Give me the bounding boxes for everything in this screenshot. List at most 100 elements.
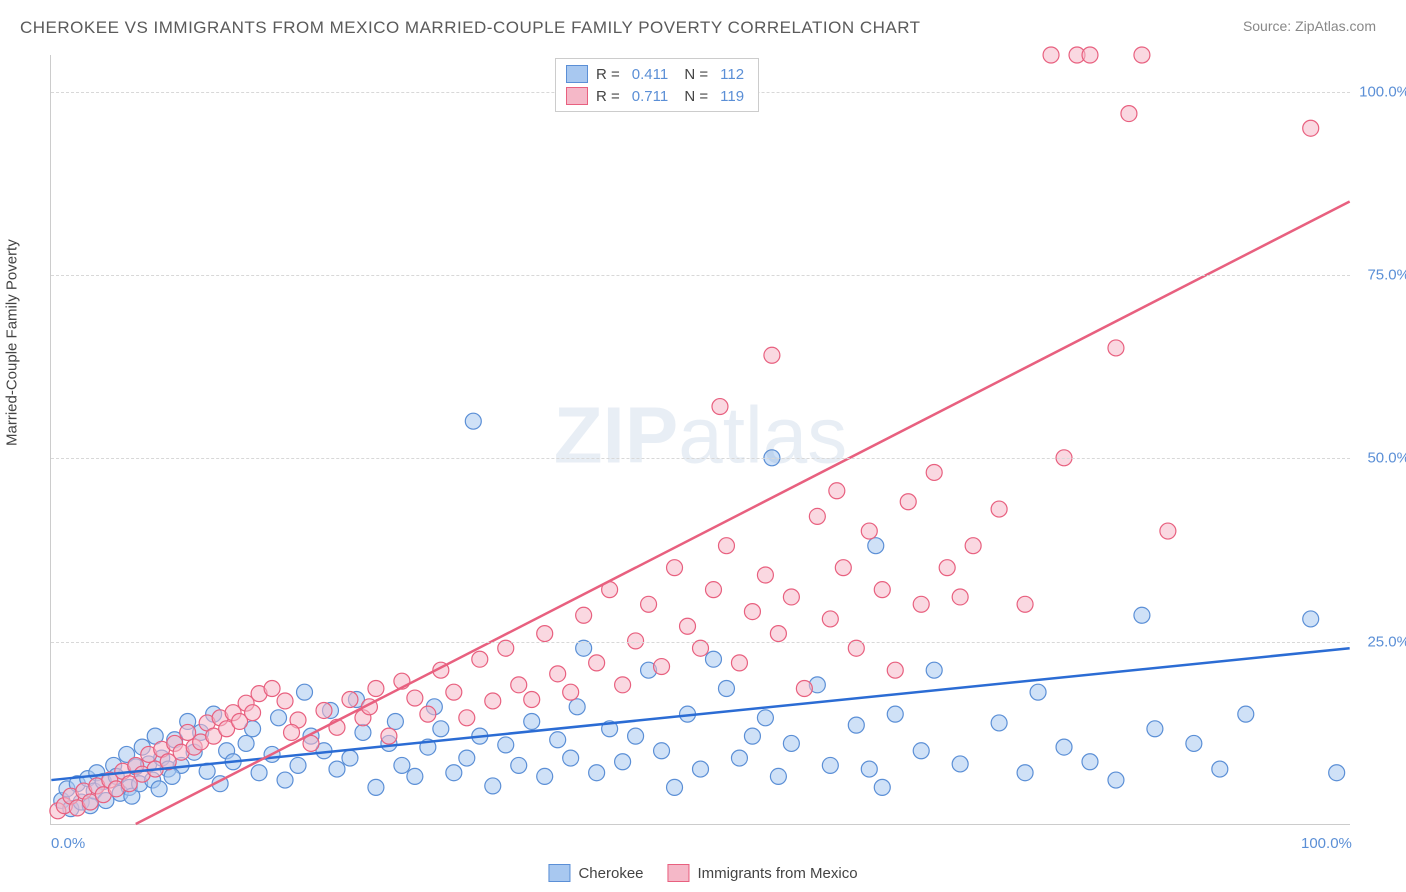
scatter-point <box>277 772 293 788</box>
scatter-point <box>1043 47 1059 63</box>
scatter-point <box>783 589 799 605</box>
chart-plot-area: ZIPatlas 25.0%50.0%75.0%100.0%0.0%100.0% <box>50 55 1350 825</box>
scatter-point <box>290 757 306 773</box>
scatter-point <box>550 666 566 682</box>
series-legend: Cherokee Immigrants from Mexico <box>548 864 857 882</box>
legend-row: R = 0.411 N = 112 <box>566 63 748 85</box>
scatter-point <box>433 721 449 737</box>
legend-item: Cherokee <box>548 864 643 882</box>
scatter-point <box>705 651 721 667</box>
scatter-point <box>641 596 657 612</box>
scatter-point <box>576 607 592 623</box>
y-tick-label: 50.0% <box>1367 450 1406 467</box>
scatter-point <box>524 692 540 708</box>
scatter-point <box>667 560 683 576</box>
scatter-point <box>1121 106 1137 122</box>
scatter-point <box>939 560 955 576</box>
scatter-point <box>868 538 884 554</box>
x-tick-label: 0.0% <box>51 835 85 852</box>
legend-r-label: R = <box>596 88 620 105</box>
scatter-point <box>744 604 760 620</box>
scatter-point <box>874 582 890 598</box>
scatter-point <box>926 662 942 678</box>
gridline <box>51 458 1350 459</box>
scatter-point <box>991 501 1007 517</box>
scatter-point <box>446 684 462 700</box>
scatter-point <box>991 715 1007 731</box>
scatter-point <box>1017 765 1033 781</box>
scatter-point <box>848 717 864 733</box>
scatter-point <box>485 693 501 709</box>
scatter-point <box>238 735 254 751</box>
y-tick-label: 25.0% <box>1367 633 1406 650</box>
scatter-point <box>952 589 968 605</box>
legend-swatch <box>566 87 588 105</box>
y-tick-label: 100.0% <box>1359 83 1406 100</box>
scatter-point <box>394 757 410 773</box>
scatter-point <box>264 681 280 697</box>
scatter-point <box>563 684 579 700</box>
scatter-point <box>1238 706 1254 722</box>
scatter-point <box>368 681 384 697</box>
scatter-point <box>874 779 890 795</box>
scatter-point <box>465 413 481 429</box>
scatter-point <box>913 743 929 759</box>
scatter-point <box>1212 761 1228 777</box>
scatter-point <box>1134 607 1150 623</box>
scatter-point <box>829 483 845 499</box>
scatter-point <box>913 596 929 612</box>
scatter-point <box>420 706 436 722</box>
scatter-point <box>744 728 760 744</box>
scatter-point <box>809 508 825 524</box>
scatter-point <box>589 765 605 781</box>
scatter-point <box>589 655 605 671</box>
scatter-point <box>569 699 585 715</box>
scatter-point <box>680 618 696 634</box>
scatter-point <box>1147 721 1163 737</box>
scatter-point <box>654 659 670 675</box>
scatter-point <box>1303 120 1319 136</box>
scatter-point <box>900 494 916 510</box>
scatter-point <box>1186 735 1202 751</box>
legend-row: R = 0.711 N = 119 <box>566 85 748 107</box>
scatter-point <box>342 692 358 708</box>
scatter-point <box>381 728 397 744</box>
scatter-point <box>446 765 462 781</box>
scatter-point <box>407 690 423 706</box>
scatter-point <box>537 768 553 784</box>
scatter-point <box>550 732 566 748</box>
trend-line <box>136 201 1350 824</box>
scatter-point <box>1030 684 1046 700</box>
scatter-point <box>926 464 942 480</box>
legend-swatch <box>566 65 588 83</box>
legend-swatch <box>548 864 570 882</box>
scatter-point <box>1082 47 1098 63</box>
scatter-point <box>251 765 267 781</box>
scatter-point <box>887 662 903 678</box>
scatter-point <box>965 538 981 554</box>
scatter-point <box>1303 611 1319 627</box>
scatter-point <box>524 713 540 729</box>
scatter-point <box>342 750 358 766</box>
scatter-point <box>757 567 773 583</box>
scatter-point <box>245 705 261 721</box>
scatter-point <box>485 778 501 794</box>
legend-n-label: N = <box>680 66 708 83</box>
scatter-point <box>563 750 579 766</box>
scatter-point <box>712 399 728 415</box>
legend-n-value: 119 <box>720 88 744 105</box>
scatter-point <box>1134 47 1150 63</box>
legend-r-label: R = <box>596 66 620 83</box>
scatter-point <box>757 710 773 726</box>
legend-r-value: 0.411 <box>632 66 668 83</box>
legend-swatch <box>668 864 690 882</box>
legend-n-value: 112 <box>720 66 744 83</box>
scatter-point <box>628 728 644 744</box>
scatter-point <box>835 560 851 576</box>
y-axis-label: Married-Couple Family Poverty <box>4 239 21 446</box>
scatter-point <box>861 523 877 539</box>
scatter-point <box>718 538 734 554</box>
chart-title: CHEROKEE VS IMMIGRANTS FROM MEXICO MARRI… <box>20 18 921 38</box>
scatter-point <box>511 677 527 693</box>
scatter-point <box>654 743 670 759</box>
